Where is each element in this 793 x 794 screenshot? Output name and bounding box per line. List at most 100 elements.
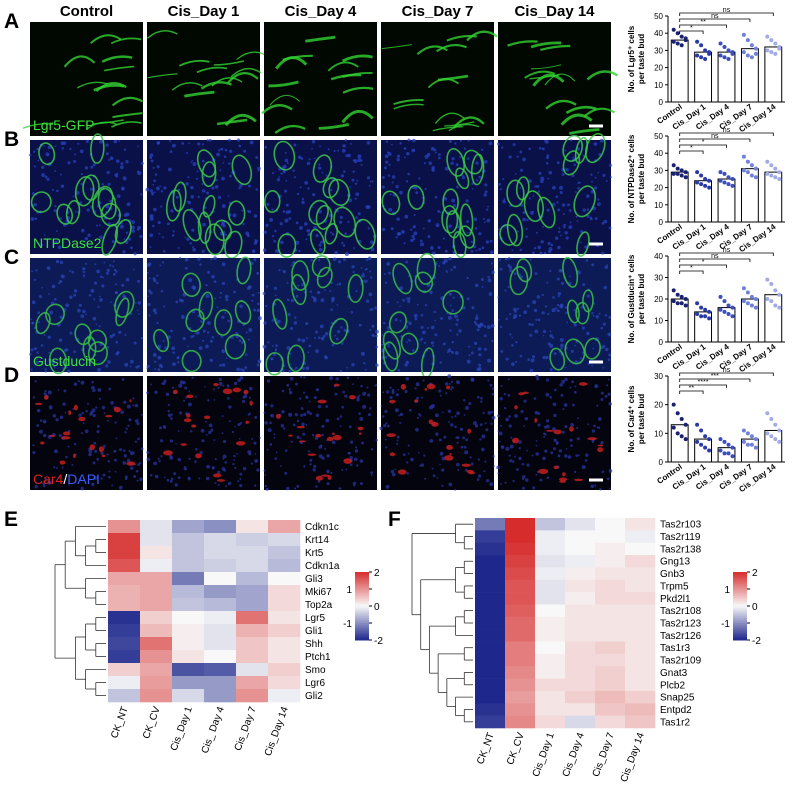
nucleus <box>61 466 64 469</box>
nucleus <box>452 296 455 299</box>
nucleus <box>154 360 157 363</box>
nucleus <box>405 180 409 183</box>
nucleus <box>331 233 335 236</box>
heatmap-cell <box>236 533 269 547</box>
nucleus <box>526 463 530 467</box>
heatmap-cell <box>565 641 596 655</box>
nucleus <box>600 391 604 395</box>
nucleus <box>65 237 68 240</box>
nucleus <box>397 154 401 158</box>
taste-bud <box>566 299 580 324</box>
nucleus <box>280 424 285 428</box>
nucleus <box>93 298 96 301</box>
nucleus <box>205 476 210 481</box>
taste-bud <box>65 199 81 225</box>
nucleus <box>222 162 225 164</box>
nucleus <box>312 468 316 472</box>
nucleus <box>435 151 437 154</box>
heatmap-cell <box>475 567 506 581</box>
nucleus <box>53 466 56 469</box>
nucleus <box>60 357 62 360</box>
nucleus <box>499 424 502 427</box>
nucleus <box>288 388 291 391</box>
nucleus <box>396 435 400 439</box>
nucleus <box>304 180 309 185</box>
nucleus <box>149 214 154 219</box>
row-label: Trpm5 <box>660 581 689 592</box>
nucleus <box>233 454 236 458</box>
nucleus <box>137 365 141 368</box>
nucleus <box>420 463 425 467</box>
nucleus <box>364 268 367 271</box>
nucleus <box>399 142 402 145</box>
y-tick-label: 30 <box>654 166 663 175</box>
nucleus <box>93 441 97 445</box>
nucleus <box>286 282 289 285</box>
car4-signal <box>553 465 559 470</box>
colorbar-segment <box>355 623 369 626</box>
nucleus <box>209 358 213 362</box>
nucleus <box>369 240 374 245</box>
nucleus <box>471 306 475 310</box>
nucleus <box>303 222 308 226</box>
nucleus <box>162 249 166 253</box>
nucleus <box>451 386 454 389</box>
heatmap-cell <box>505 715 536 729</box>
nucleus <box>137 225 142 230</box>
nucleus <box>118 485 123 490</box>
nucleus <box>212 467 215 470</box>
y-axis-label: per taste bud <box>637 34 646 84</box>
nucleus <box>390 469 395 474</box>
nucleus <box>407 297 411 301</box>
nucleus <box>170 329 173 333</box>
nucleus <box>303 376 306 379</box>
nucleus <box>322 334 326 338</box>
nucleus <box>459 156 462 159</box>
nucleus <box>600 397 604 402</box>
nucleus <box>335 337 339 341</box>
nucleus <box>438 153 441 157</box>
nucleus <box>137 437 140 441</box>
data-point <box>707 50 712 55</box>
nucleus <box>197 142 201 146</box>
car4-signal <box>389 399 396 404</box>
car4-signal <box>389 452 396 457</box>
nucleus <box>499 267 503 271</box>
taste-bud <box>537 196 556 229</box>
nucleus <box>158 232 161 235</box>
nucleus <box>123 400 127 404</box>
nucleus <box>338 282 342 286</box>
taste-bud <box>265 352 284 376</box>
row-label: Tas2r126 <box>660 631 702 642</box>
nucleus <box>530 358 535 363</box>
bar <box>670 298 689 343</box>
nucleus <box>457 468 460 471</box>
taste-bud <box>506 213 524 247</box>
nucleus <box>554 236 559 240</box>
taste-bud <box>381 190 401 216</box>
nucleus <box>189 242 192 245</box>
nucleus <box>267 341 270 344</box>
colorbar-segment <box>733 633 747 636</box>
nucleus <box>118 330 122 334</box>
nucleus <box>369 270 371 273</box>
nucleus <box>84 429 89 434</box>
nucleus <box>483 325 487 328</box>
nucleus <box>29 353 32 356</box>
nucleus <box>299 397 302 400</box>
nucleus <box>434 333 438 337</box>
nucleus <box>419 414 422 417</box>
nucleus <box>455 322 459 326</box>
nucleus <box>573 309 576 312</box>
nucleus <box>568 209 572 212</box>
nucleus <box>465 438 469 442</box>
nucleus <box>124 477 128 480</box>
nucleus <box>535 318 538 322</box>
nucleus <box>405 360 409 365</box>
nucleus <box>498 318 501 321</box>
data-point <box>695 439 700 444</box>
nucleus <box>91 380 94 384</box>
nucleus <box>394 468 397 471</box>
nucleus <box>544 139 549 144</box>
nucleus <box>188 278 193 283</box>
